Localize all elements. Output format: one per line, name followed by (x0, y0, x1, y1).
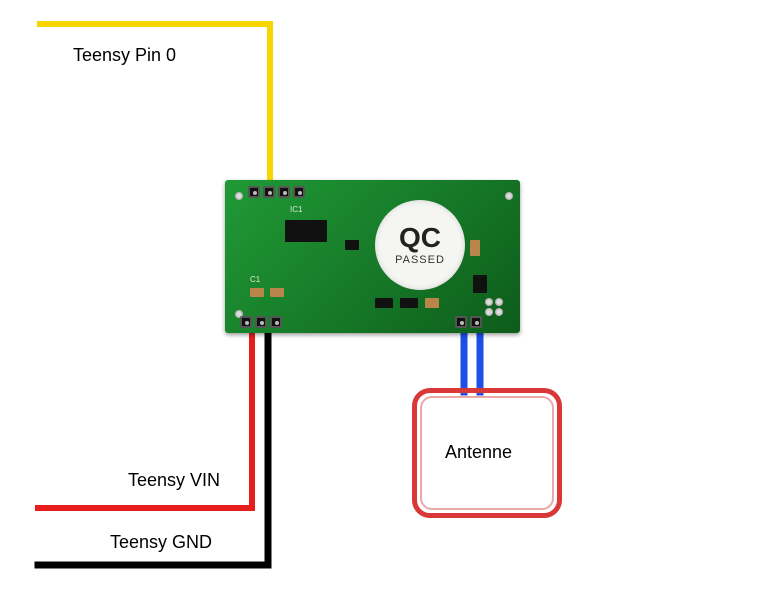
pin (455, 316, 467, 328)
solder-5 (235, 192, 243, 200)
label-antenna: Antenne (445, 442, 512, 463)
silk-text-2: C1 (250, 275, 260, 284)
qc-main-text: QC (399, 224, 441, 252)
silk-text-1: IC1 (290, 205, 302, 214)
pin (240, 316, 252, 328)
pin-header-top (248, 186, 305, 198)
solder-2 (495, 298, 503, 306)
pin (255, 316, 267, 328)
smd-ic-2 (345, 240, 359, 250)
smd-cap-1 (250, 288, 264, 297)
pin (470, 316, 482, 328)
pin-header-bottom-right (455, 316, 482, 328)
pin (270, 316, 282, 328)
smd-cap-3 (470, 240, 480, 256)
smd-chip-4 (400, 298, 418, 308)
smd-cap-2 (270, 288, 284, 297)
smd-transistor (473, 275, 487, 293)
qc-sub-text: PASSED (395, 254, 445, 266)
pin (293, 186, 305, 198)
smd-cap-5 (425, 298, 439, 308)
pin (278, 186, 290, 198)
wire-black (38, 328, 268, 565)
label-teensy-vin: Teensy VIN (128, 470, 220, 491)
solder-3 (485, 308, 493, 316)
smd-chip-3 (375, 298, 393, 308)
pin (248, 186, 260, 198)
pin-header-bottom-left (240, 316, 282, 328)
qc-passed-sticker: QC PASSED (375, 200, 465, 290)
label-teensy-pin0: Teensy Pin 0 (73, 45, 176, 66)
solder-4 (485, 298, 493, 306)
solder-1 (495, 308, 503, 316)
pin (263, 186, 275, 198)
smd-ic-1 (285, 220, 327, 242)
label-teensy-gnd: Teensy GND (110, 532, 212, 553)
rfid-module-pcb: IC1 C1 (225, 180, 520, 333)
solder-7 (505, 192, 513, 200)
